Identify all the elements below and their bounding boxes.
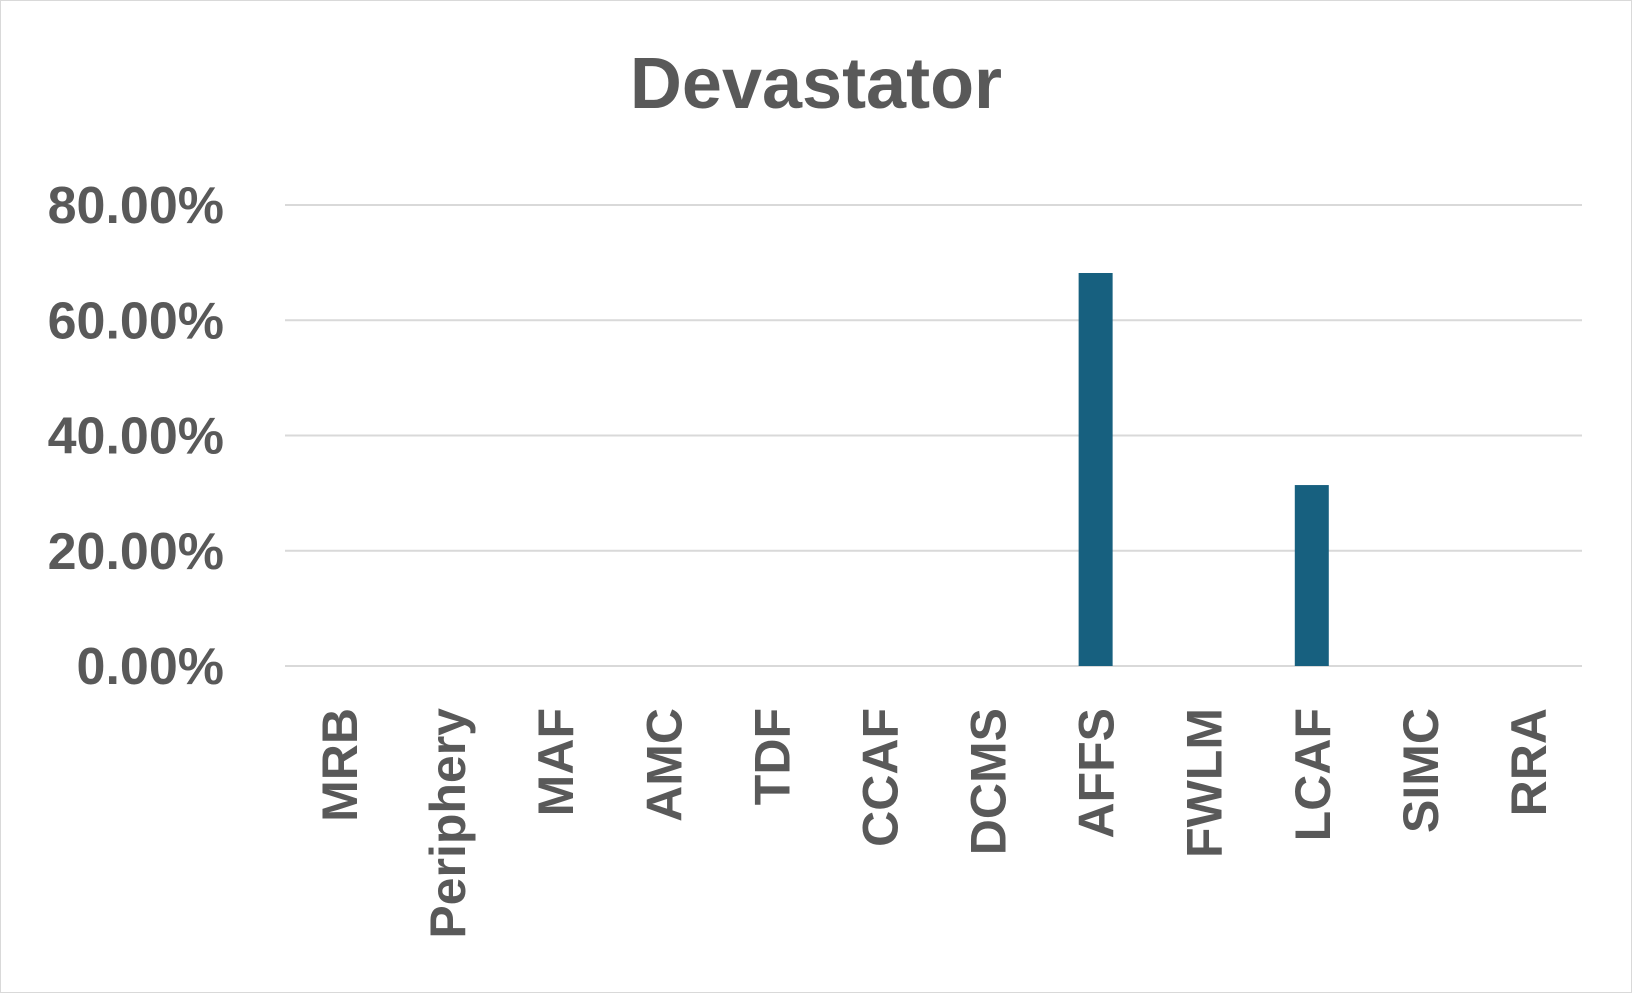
y-tick-label: 60.00% bbox=[48, 292, 224, 350]
x-category-label: TDF bbox=[744, 708, 800, 805]
x-category-label: Periphery bbox=[420, 708, 476, 939]
y-tick-label: 40.00% bbox=[48, 408, 224, 466]
x-category-label: MRB bbox=[312, 708, 368, 822]
x-category-label: FWLM bbox=[1177, 708, 1233, 858]
gridlines bbox=[285, 204, 1582, 667]
x-category-label: DCMS bbox=[961, 708, 1017, 855]
y-tick-label: 20.00% bbox=[48, 523, 224, 581]
x-category-label: CCAF bbox=[852, 708, 908, 847]
bar-affs bbox=[1078, 272, 1113, 666]
x-category-label: LCAF bbox=[1285, 708, 1341, 841]
chart-title: Devastator bbox=[629, 44, 1003, 124]
x-category-label: AMC bbox=[636, 708, 692, 822]
x-category-label: SIMC bbox=[1393, 708, 1449, 833]
bars bbox=[1078, 272, 1329, 666]
x-category-label: AFFS bbox=[1069, 708, 1125, 839]
x-axis-category-labels: MRB Periphery MAF AMC TDF CCAF DCMS AFFS FWLM LCA… bbox=[312, 708, 1557, 939]
bar-lcaf bbox=[1294, 485, 1329, 666]
y-tick-label: 0.00% bbox=[77, 638, 224, 696]
y-axis-tick-labels: 0.00% 20.00% 40.00% 60.00% 80.00% bbox=[48, 177, 224, 696]
x-category-label: MAF bbox=[528, 708, 584, 816]
y-tick-label: 80.00% bbox=[48, 177, 224, 235]
x-category-label: RRA bbox=[1501, 708, 1557, 816]
